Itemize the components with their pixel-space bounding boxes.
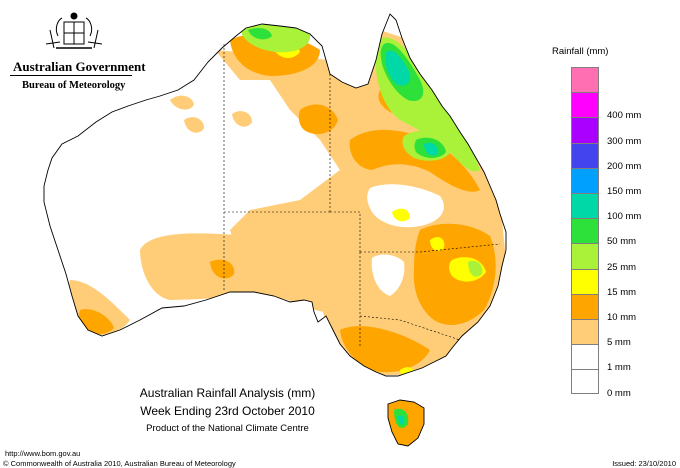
legend-label: 400 mm	[607, 110, 642, 122]
border-nsw-vic	[359, 315, 461, 341]
footer-issued: Issued: 23/10/2010	[612, 459, 676, 468]
footer-copyright: © Commonwealth of Australia 2010, Austra…	[3, 459, 236, 468]
bureau-title: Bureau of Meteorology	[22, 80, 126, 91]
legend-label: 5 mm	[607, 337, 631, 349]
rain-band-1mm	[215, 30, 506, 375]
rain-band-10mm	[392, 208, 410, 222]
legend-label: 0 mm	[607, 387, 631, 399]
legend-label: 50 mm	[607, 236, 637, 248]
legend-swatch	[571, 142, 599, 168]
legend-label: 10 mm	[607, 312, 637, 323]
rain-band-no-rain	[371, 254, 405, 296]
legend-swatch	[571, 293, 599, 319]
caption-period: Week Ending 23rd October 2010	[140, 404, 315, 418]
rain-band-50mm	[424, 142, 439, 156]
legend-swatch	[571, 67, 599, 93]
caption-product: Product of the National Climate Centre	[146, 423, 309, 434]
legend-label: 300 mm	[607, 135, 642, 147]
rain-band-10mm	[430, 237, 445, 251]
rain-band-5mm	[78, 309, 114, 335]
rain-band-25mm	[248, 28, 272, 40]
header-rule	[10, 75, 132, 76]
legend-swatch	[571, 344, 599, 370]
rain-band-5mm	[210, 259, 235, 279]
legend-label: 100 mm	[607, 211, 642, 223]
rain-band-no-rain	[367, 184, 444, 228]
legend-swatch	[571, 218, 599, 244]
legend-swatch	[571, 117, 599, 143]
rain-band-1mm	[184, 117, 204, 133]
rain-band-50mm	[385, 50, 411, 86]
legend-label: 15 mm	[607, 286, 637, 298]
legend-label: 25 mm	[607, 261, 637, 273]
legend-swatch	[571, 369, 599, 395]
mainland-coastline	[43, 13, 507, 377]
legend-swatch	[571, 192, 599, 219]
rain-band-5mm	[298, 104, 338, 135]
legend-swatch	[571, 243, 599, 269]
rain-band-15mm	[468, 260, 483, 277]
legend	[571, 67, 599, 395]
rain-band-5mm	[349, 129, 480, 192]
legend-swatch	[571, 318, 599, 345]
caption-title: Australian Rainfall Analysis (mm)	[139, 386, 316, 400]
government-title: Australian Government	[13, 59, 146, 74]
rain-band-5mm	[340, 326, 430, 373]
rainfall-shading	[68, 24, 506, 376]
legend-swatch	[571, 268, 599, 294]
legend-label: 200 mm	[607, 160, 642, 172]
coat-of-arms-icon	[45, 12, 103, 49]
legend-title: Rainfall (mm)	[552, 46, 609, 57]
footer-url[interactable]: http://www.bom.gov.au	[5, 449, 81, 458]
border-qld-sa	[330, 211, 361, 252]
rain-band-1mm	[232, 111, 252, 127]
legend-swatch	[571, 92, 599, 118]
legend-swatch	[571, 167, 599, 193]
state-borders	[223, 44, 501, 346]
border-qld-nsw	[360, 243, 501, 253]
legend-label: 150 mm	[607, 186, 642, 197]
rain-band-1mm	[140, 233, 354, 313]
legend-label: 1 mm	[607, 362, 631, 374]
tasmania	[387, 399, 425, 447]
rain-band-1mm	[170, 95, 194, 110]
